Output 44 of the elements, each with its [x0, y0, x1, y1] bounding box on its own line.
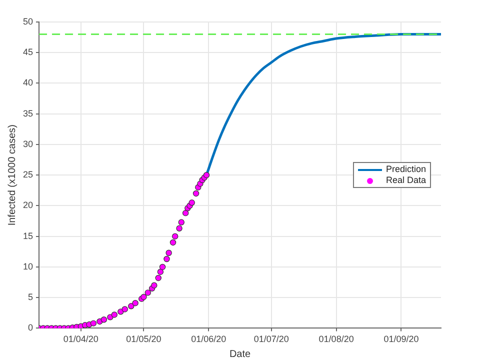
- y-tick-label: 20: [22, 200, 34, 210]
- x-tick-label: 01/05/20: [126, 334, 162, 344]
- point: [166, 250, 172, 256]
- point: [128, 303, 134, 310]
- x-tick-label: 01/04/20: [63, 334, 98, 344]
- y-tick-label: 5: [28, 292, 34, 302]
- point: [172, 233, 178, 240]
- x-tick-label: 01/09/20: [384, 334, 419, 344]
- point: [111, 312, 118, 318]
- point: [122, 306, 128, 312]
- y-tick-label: 10: [22, 261, 34, 272]
- y-tick-label: 50: [22, 16, 34, 26]
- point: [182, 210, 189, 216]
- legend-label: Real Data: [386, 175, 426, 186]
- x-axis-title: Date: [229, 348, 252, 360]
- point: [164, 256, 170, 262]
- y-tick-label: 25: [22, 170, 34, 180]
- y-tick-label: 40: [22, 78, 34, 88]
- point: [132, 300, 138, 306]
- point: [176, 225, 182, 232]
- point: [159, 264, 166, 270]
- x-tick-label: 01/06/20: [191, 334, 226, 344]
- x-tick-label: 01/08/20: [318, 334, 354, 344]
- point: [151, 282, 158, 288]
- point: [100, 316, 108, 323]
- point: [107, 314, 114, 320]
- y-tick-label: 30: [22, 138, 34, 149]
- y-tick-label: 35: [22, 108, 34, 118]
- y-tick-label: 45: [22, 47, 34, 58]
- y-tick-label: 0: [28, 322, 34, 333]
- point: [155, 274, 162, 282]
- point: [178, 219, 184, 226]
- point: [157, 268, 164, 275]
- point: [90, 320, 97, 326]
- x-tick-label: 01/07/20: [254, 334, 289, 344]
- legend-label: Prediction: [386, 164, 426, 176]
- point: [170, 239, 176, 246]
- point: [203, 172, 210, 178]
- point: [192, 190, 200, 197]
- point: [118, 308, 124, 315]
- y-axis-title: Infected (x1000 cases): [6, 124, 18, 226]
- y-tick-label: 15: [22, 230, 34, 241]
- point: [188, 200, 195, 206]
- point: [144, 290, 151, 296]
